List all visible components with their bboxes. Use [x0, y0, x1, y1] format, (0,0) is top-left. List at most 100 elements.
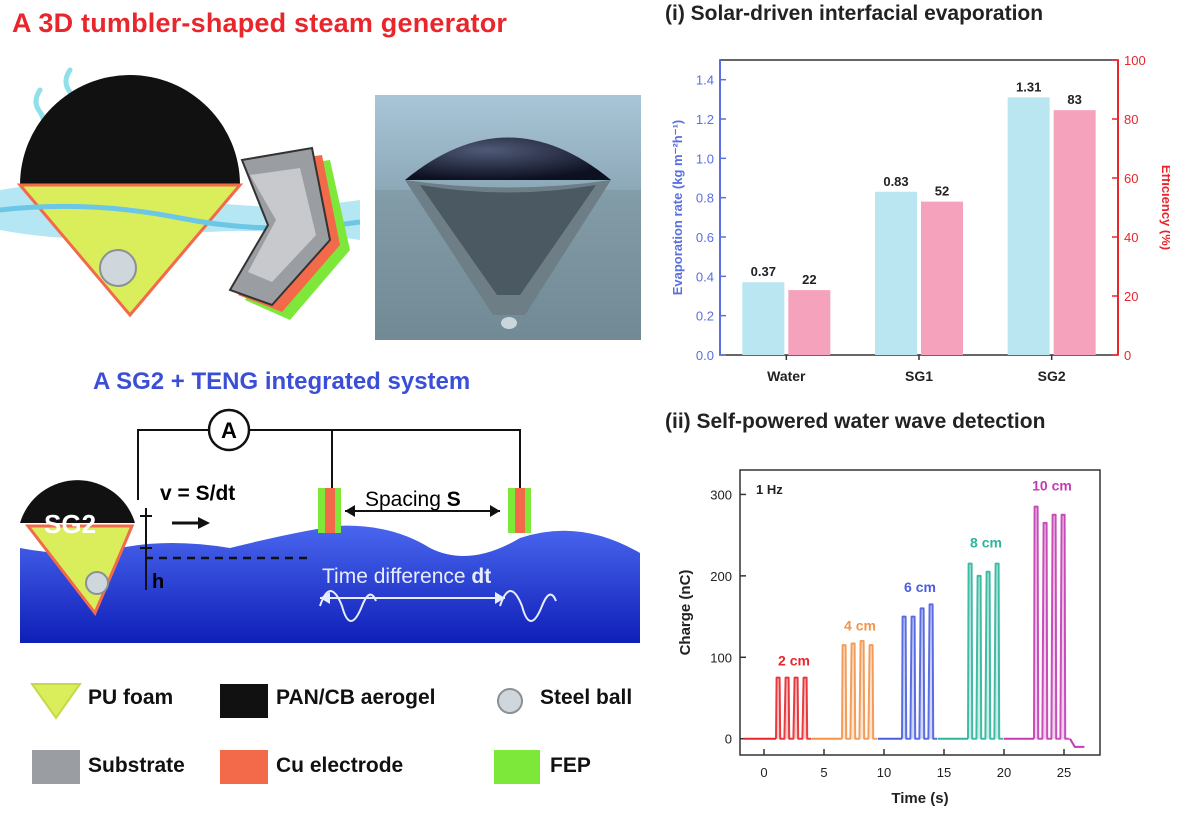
x-tick-label: Water	[767, 368, 806, 384]
tumbler-illustration	[0, 67, 360, 320]
x-tick-label: 10	[877, 765, 891, 780]
peak-fill	[842, 645, 846, 739]
height-label: h	[152, 571, 164, 593]
legend-swatch-steel-ball	[492, 680, 532, 720]
legend-label-fep: FEP	[550, 754, 591, 777]
x-tick-label: 15	[937, 765, 951, 780]
data-label: 52	[935, 184, 949, 199]
amplitude-label: 6 cm	[904, 579, 936, 595]
peak-fill	[794, 677, 798, 739]
peak-fill	[1034, 506, 1038, 739]
y-tick-label: 0.6	[696, 230, 714, 245]
legend-swatch-substrate	[30, 748, 82, 788]
bar-efficiency	[788, 290, 831, 355]
peak-fill	[851, 643, 855, 739]
legend-label-aerogel: PAN/CB aerogel	[276, 686, 436, 709]
x-tick-label: 5	[820, 765, 827, 780]
peak-fill	[911, 616, 915, 739]
data-label: 83	[1067, 92, 1081, 107]
legend-label-substrate: Substrate	[88, 754, 185, 777]
peak-fill	[860, 641, 864, 739]
y-axis-label: Evaporation rate (kg m⁻²h⁻¹)	[670, 120, 685, 296]
legend-label-steel-ball: Steel ball	[540, 686, 633, 709]
x-tick-label: 0	[760, 765, 767, 780]
circuit-wires	[137, 429, 521, 500]
legend-swatch-cu-electrode	[218, 748, 270, 788]
peak-fill	[803, 677, 807, 739]
ammeter-label: A	[221, 418, 237, 443]
sg2-cone	[24, 524, 135, 616]
peak-fill	[1061, 514, 1065, 739]
y-tick-label: 100	[710, 650, 732, 665]
data-label: 22	[802, 272, 816, 287]
y-tick-label: 0	[725, 732, 732, 747]
y-tick-label: 0.4	[696, 269, 714, 284]
legend-label-cu-electrode: Cu electrode	[276, 754, 404, 777]
frequency-annotation: 1 Hz	[756, 482, 783, 497]
velocity-label: v = S/dt	[160, 482, 235, 505]
peak-fill	[785, 677, 789, 739]
tumbler-photo	[375, 95, 641, 340]
peak-fill	[929, 604, 933, 739]
data-label: 0.37	[751, 264, 776, 279]
x-axis-label: Time (s)	[891, 790, 948, 807]
charge-trace	[901, 603, 938, 740]
water-waves	[20, 525, 640, 643]
charge-trace	[841, 640, 878, 740]
peak-fill	[968, 563, 972, 739]
y2-tick-label: 0	[1124, 348, 1131, 363]
legend-swatch-fep	[492, 748, 544, 788]
charge-time-chart: 0 100 200 300 0 5 10 15 20 25 Time (s) Charge (nC) 1…	[677, 469, 1101, 807]
plot-frame	[739, 469, 1101, 756]
y-axis-label: Charge (nC)	[677, 570, 694, 656]
bar-evaporation-rate	[1007, 97, 1050, 355]
peak-fill	[986, 571, 990, 739]
time-difference-label: Time difference dt	[322, 565, 491, 588]
legend-swatch-aerogel	[218, 680, 270, 720]
data-label: 0.83	[883, 174, 908, 189]
bar-evaporation-rate	[875, 191, 917, 355]
y-tick-label: 0.0	[696, 348, 714, 363]
sg2-dome	[20, 480, 135, 523]
peak-fill	[1043, 522, 1047, 739]
charge-trace	[775, 676, 812, 740]
y-tick-label: 0.2	[696, 309, 714, 324]
legend-swatch-pu-foam	[30, 680, 82, 720]
peak-fill	[977, 575, 981, 739]
tail-segment	[1069, 738, 1085, 748]
legend-label-pu-foam: PU foam	[88, 686, 174, 709]
x-tick-label: 25	[1057, 765, 1071, 780]
bar-efficiency	[921, 201, 963, 355]
x-tick-label: 20	[997, 765, 1011, 780]
y-tick-label: 1.4	[696, 73, 714, 88]
left-title: A 3D tumbler-shaped steam generator	[12, 8, 508, 38]
y-tick-label: 0.8	[696, 191, 714, 206]
charge-trace	[967, 562, 1004, 740]
electrode-left	[318, 488, 341, 533]
y-tick-label: 1.2	[696, 112, 714, 127]
peak-fill	[776, 677, 780, 739]
peak-fill	[920, 608, 924, 739]
amplitude-label: 2 cm	[778, 652, 810, 668]
y2-tick-label: 100	[1124, 53, 1146, 68]
data-label: 1.31	[1016, 79, 1041, 94]
y2-tick-label: 20	[1124, 289, 1138, 304]
electrode-right	[508, 488, 531, 533]
peak-fill	[902, 616, 906, 739]
amplitude-label: 10 cm	[1032, 477, 1072, 493]
bar-efficiency	[1053, 110, 1096, 356]
legend: PU foam PAN/CB aerogel Steel ball Substr…	[0, 670, 660, 800]
amplitude-label: 4 cm	[844, 617, 876, 633]
charge-trace	[1033, 505, 1070, 740]
peak-fill	[995, 563, 999, 739]
y-tick-label: 300	[710, 487, 732, 502]
evaporation-bar-chart: 0.0 0.2 0.4 0.6 0.8 1.0 1.2 1.4 0 20 40 60 80 100 Evap…	[670, 53, 1170, 384]
teng-layers	[228, 146, 350, 320]
aerogel-dome	[20, 75, 240, 185]
peak-fill	[869, 645, 873, 739]
panel1-title: (i) Solar-driven interfacial evaporation	[665, 2, 1044, 25]
amplitude-label: 8 cm	[970, 534, 1002, 550]
y-tick-label: 200	[710, 569, 732, 584]
spacing-label: Spacing S	[365, 488, 461, 511]
y2-axis-label: Efficiency (%)	[1159, 165, 1170, 250]
